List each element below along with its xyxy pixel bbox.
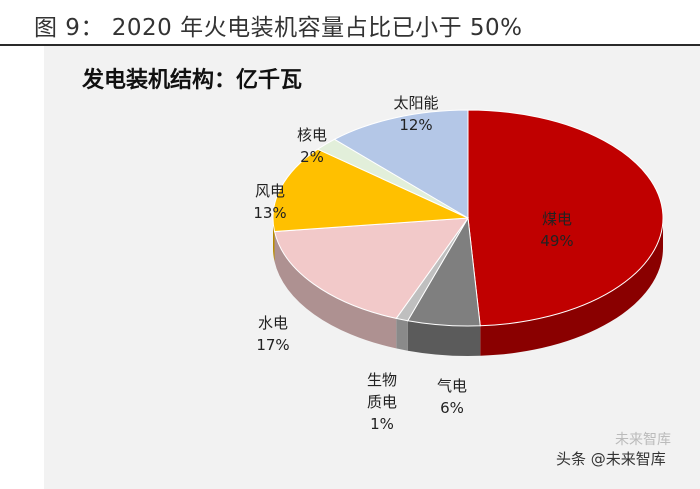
watermark: 头条 @未来智库: [556, 450, 666, 468]
label-hydro: 水电 17%: [241, 312, 305, 356]
figure-title: 图 9： 2020 年火电装机容量占比已小于 50%: [34, 15, 523, 41]
label-gas-value: 6%: [440, 399, 464, 417]
watermark-ghost: 未来智库: [615, 432, 671, 448]
label-hydro-value: 17%: [256, 336, 290, 354]
label-coal: 煤电 49%: [522, 208, 592, 252]
pie-slice-hydro: [273, 217, 470, 319]
label-wind-name: 风电: [254, 182, 285, 200]
label-gas: 气电 6%: [420, 375, 484, 419]
label-biomass: 生物 质电 1%: [350, 369, 414, 435]
pie-side-biomass: [396, 318, 408, 351]
label-biomass-line2: 质电: [366, 393, 397, 411]
pie-slice-wind: [272, 148, 469, 233]
label-wind-value: 13%: [253, 204, 287, 222]
label-nuclear-value: 2%: [300, 148, 324, 166]
label-nuclear: 核电 2%: [280, 124, 344, 168]
title-divider: [0, 44, 700, 46]
pie-slice-coal: [467, 109, 664, 327]
pie-side-gas: [407, 320, 481, 357]
chart-title: 发电装机结构：亿千瓦: [82, 68, 303, 93]
label-biomass-line1: 生物: [366, 371, 397, 389]
pie-side-wind: [273, 218, 275, 262]
label-gas-name: 气电: [436, 377, 467, 395]
label-solar-name: 太阳能: [393, 94, 439, 112]
label-biomass-value: 1%: [370, 415, 394, 433]
label-solar-value: 12%: [399, 116, 433, 134]
pie-side-hydro: [274, 231, 397, 349]
label-coal-value: 49%: [540, 232, 574, 250]
label-solar: 太阳能 12%: [378, 92, 454, 136]
pie-slice-solar: [333, 109, 469, 219]
label-hydro-name: 水电: [257, 314, 288, 332]
label-nuclear-name: 核电: [296, 126, 327, 144]
label-coal-name: 煤电: [541, 210, 572, 228]
label-wind: 风电 13%: [238, 180, 302, 224]
